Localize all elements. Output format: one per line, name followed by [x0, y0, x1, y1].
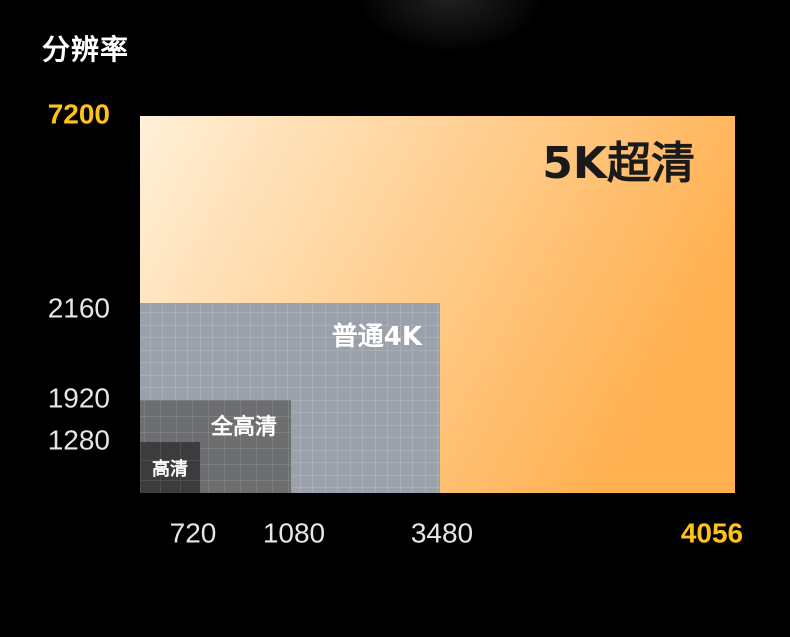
- tier-fhd-label: 全高清: [210, 414, 277, 440]
- x-tick-label: 4056: [681, 517, 743, 548]
- y-tick-label: 2160: [48, 292, 110, 323]
- tier-5k-label: 5K超清: [542, 138, 695, 189]
- x-tick-label: 1080: [263, 517, 325, 548]
- chart-title: 分辨率: [42, 34, 130, 65]
- x-tick-label: 720: [170, 517, 217, 548]
- y-tick-label: 1920: [48, 382, 110, 413]
- y-tick-label: 7200: [48, 98, 110, 129]
- tier-hd-grid: [140, 442, 200, 493]
- x-tick-label: 3480: [411, 517, 473, 548]
- tier-4k-label: 普通4K: [332, 321, 423, 352]
- tier-hd-label: 高清: [152, 458, 188, 480]
- y-tick-label: 1280: [48, 424, 110, 455]
